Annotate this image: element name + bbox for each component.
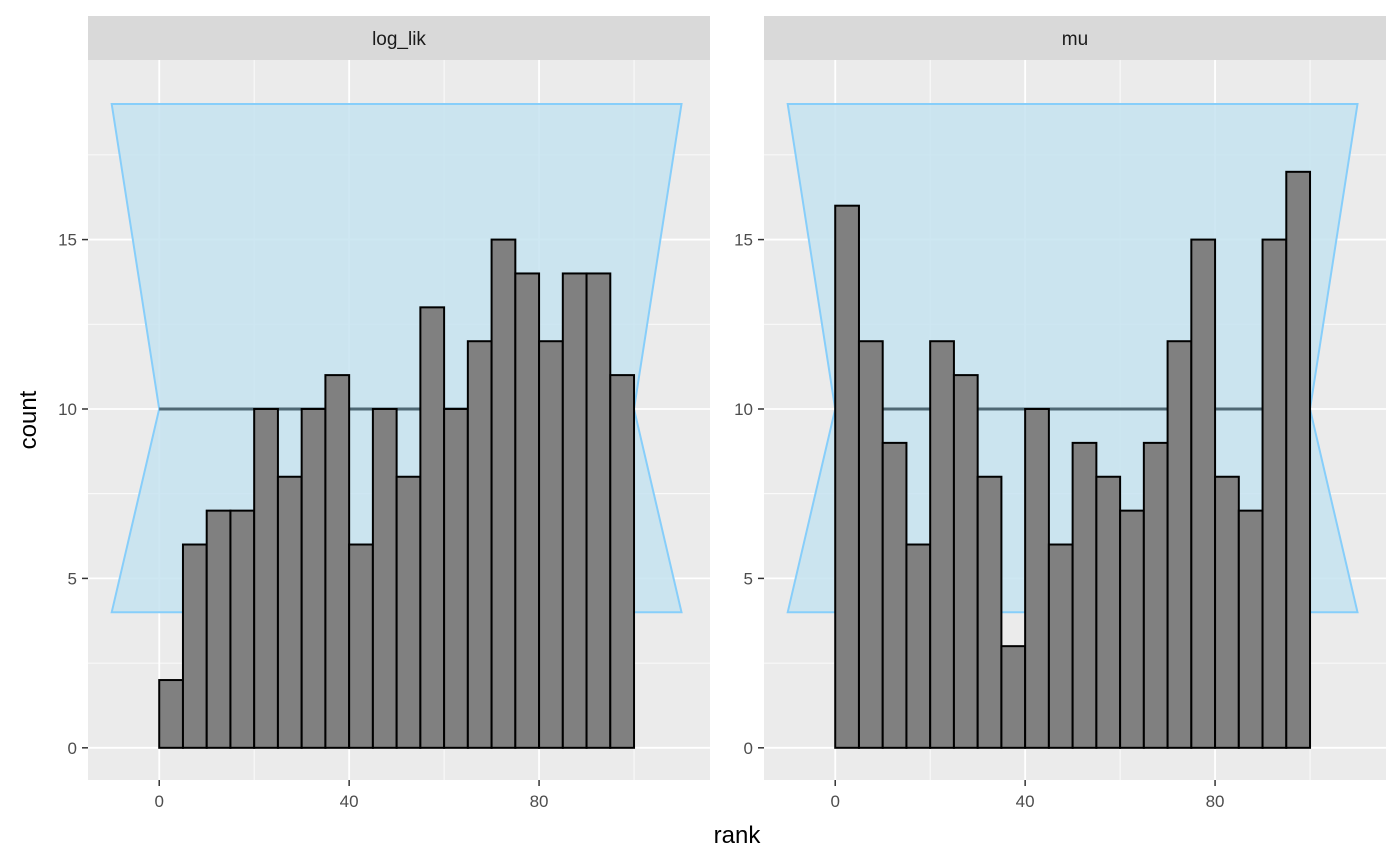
facet-strip-label: mu (1062, 29, 1088, 50)
histogram-bar (158, 679, 184, 749)
histogram-bar (952, 374, 979, 749)
histogram-bar (276, 475, 303, 749)
facet-strip (88, 16, 710, 60)
histogram-bar (881, 441, 908, 749)
histogram-bar (976, 475, 1003, 749)
histogram-bar (1024, 407, 1050, 749)
histogram-bar (1000, 645, 1027, 749)
histogram-bar (857, 340, 884, 749)
histogram-bar (1190, 238, 1217, 749)
y-tick-label: 10 (58, 400, 77, 419)
histogram-bar (1214, 475, 1240, 749)
histogram-bar (395, 475, 422, 749)
histogram-bar (490, 238, 517, 749)
histogram-bar (1142, 441, 1169, 749)
histogram-bar (205, 509, 232, 749)
x-tick-label: 80 (1206, 792, 1225, 811)
histogram-bar (929, 340, 955, 749)
facet-log-lik: log_lik 0 40 80 0 5 10 15 (58, 16, 710, 811)
histogram-bar (561, 272, 588, 749)
histogram-bar (181, 543, 208, 749)
histogram-bar (834, 204, 860, 749)
x-axis-title: rank (714, 822, 762, 849)
facet-strip (764, 16, 1386, 60)
y-tick-label: 5 (68, 569, 77, 588)
y-tick-label: 0 (744, 739, 753, 758)
histogram-bar (466, 340, 493, 749)
histogram-bar (905, 543, 932, 749)
facet-strip-label: log_lik (372, 29, 426, 50)
x-tick-label: 40 (1016, 792, 1035, 811)
histogram-bar (1095, 475, 1122, 749)
histogram-bar (1119, 509, 1145, 749)
histogram-bar (585, 272, 612, 749)
x-tick-label: 40 (340, 792, 359, 811)
histogram-bar (609, 374, 636, 749)
histogram-bar (443, 407, 469, 749)
histogram-bar (1047, 543, 1074, 749)
histogram-bar (324, 374, 351, 749)
y-axis-title: count (15, 390, 42, 449)
histogram-bar (419, 306, 446, 749)
x-tick-label: 80 (530, 792, 549, 811)
histogram-bar (253, 407, 279, 749)
y-tick-label: 15 (58, 231, 77, 250)
y-tick-label: 10 (734, 400, 753, 419)
histogram-bar (371, 407, 398, 749)
histogram-bar (1261, 238, 1288, 749)
facet-panels: log_lik 0 40 80 0 5 10 15 mu 0 40 80 0 5 10 15 (58, 16, 1386, 811)
histogram-bar (229, 509, 256, 749)
facet-mu: mu 0 40 80 0 5 10 15 (734, 16, 1386, 811)
histogram-bar (300, 407, 327, 749)
y-tick-label: 0 (68, 739, 77, 758)
histogram-bar (514, 272, 541, 749)
histogram-bar (1071, 441, 1098, 749)
y-tick-label: 15 (734, 231, 753, 250)
x-tick-label: 0 (154, 792, 163, 811)
y-tick-label: 5 (744, 569, 753, 588)
histogram-bar (1285, 170, 1312, 749)
x-tick-label: 0 (830, 792, 839, 811)
histogram-bar (1166, 340, 1193, 749)
histogram-bar (538, 340, 564, 749)
histogram-bar (1237, 509, 1264, 749)
histogram-bar (348, 543, 374, 749)
